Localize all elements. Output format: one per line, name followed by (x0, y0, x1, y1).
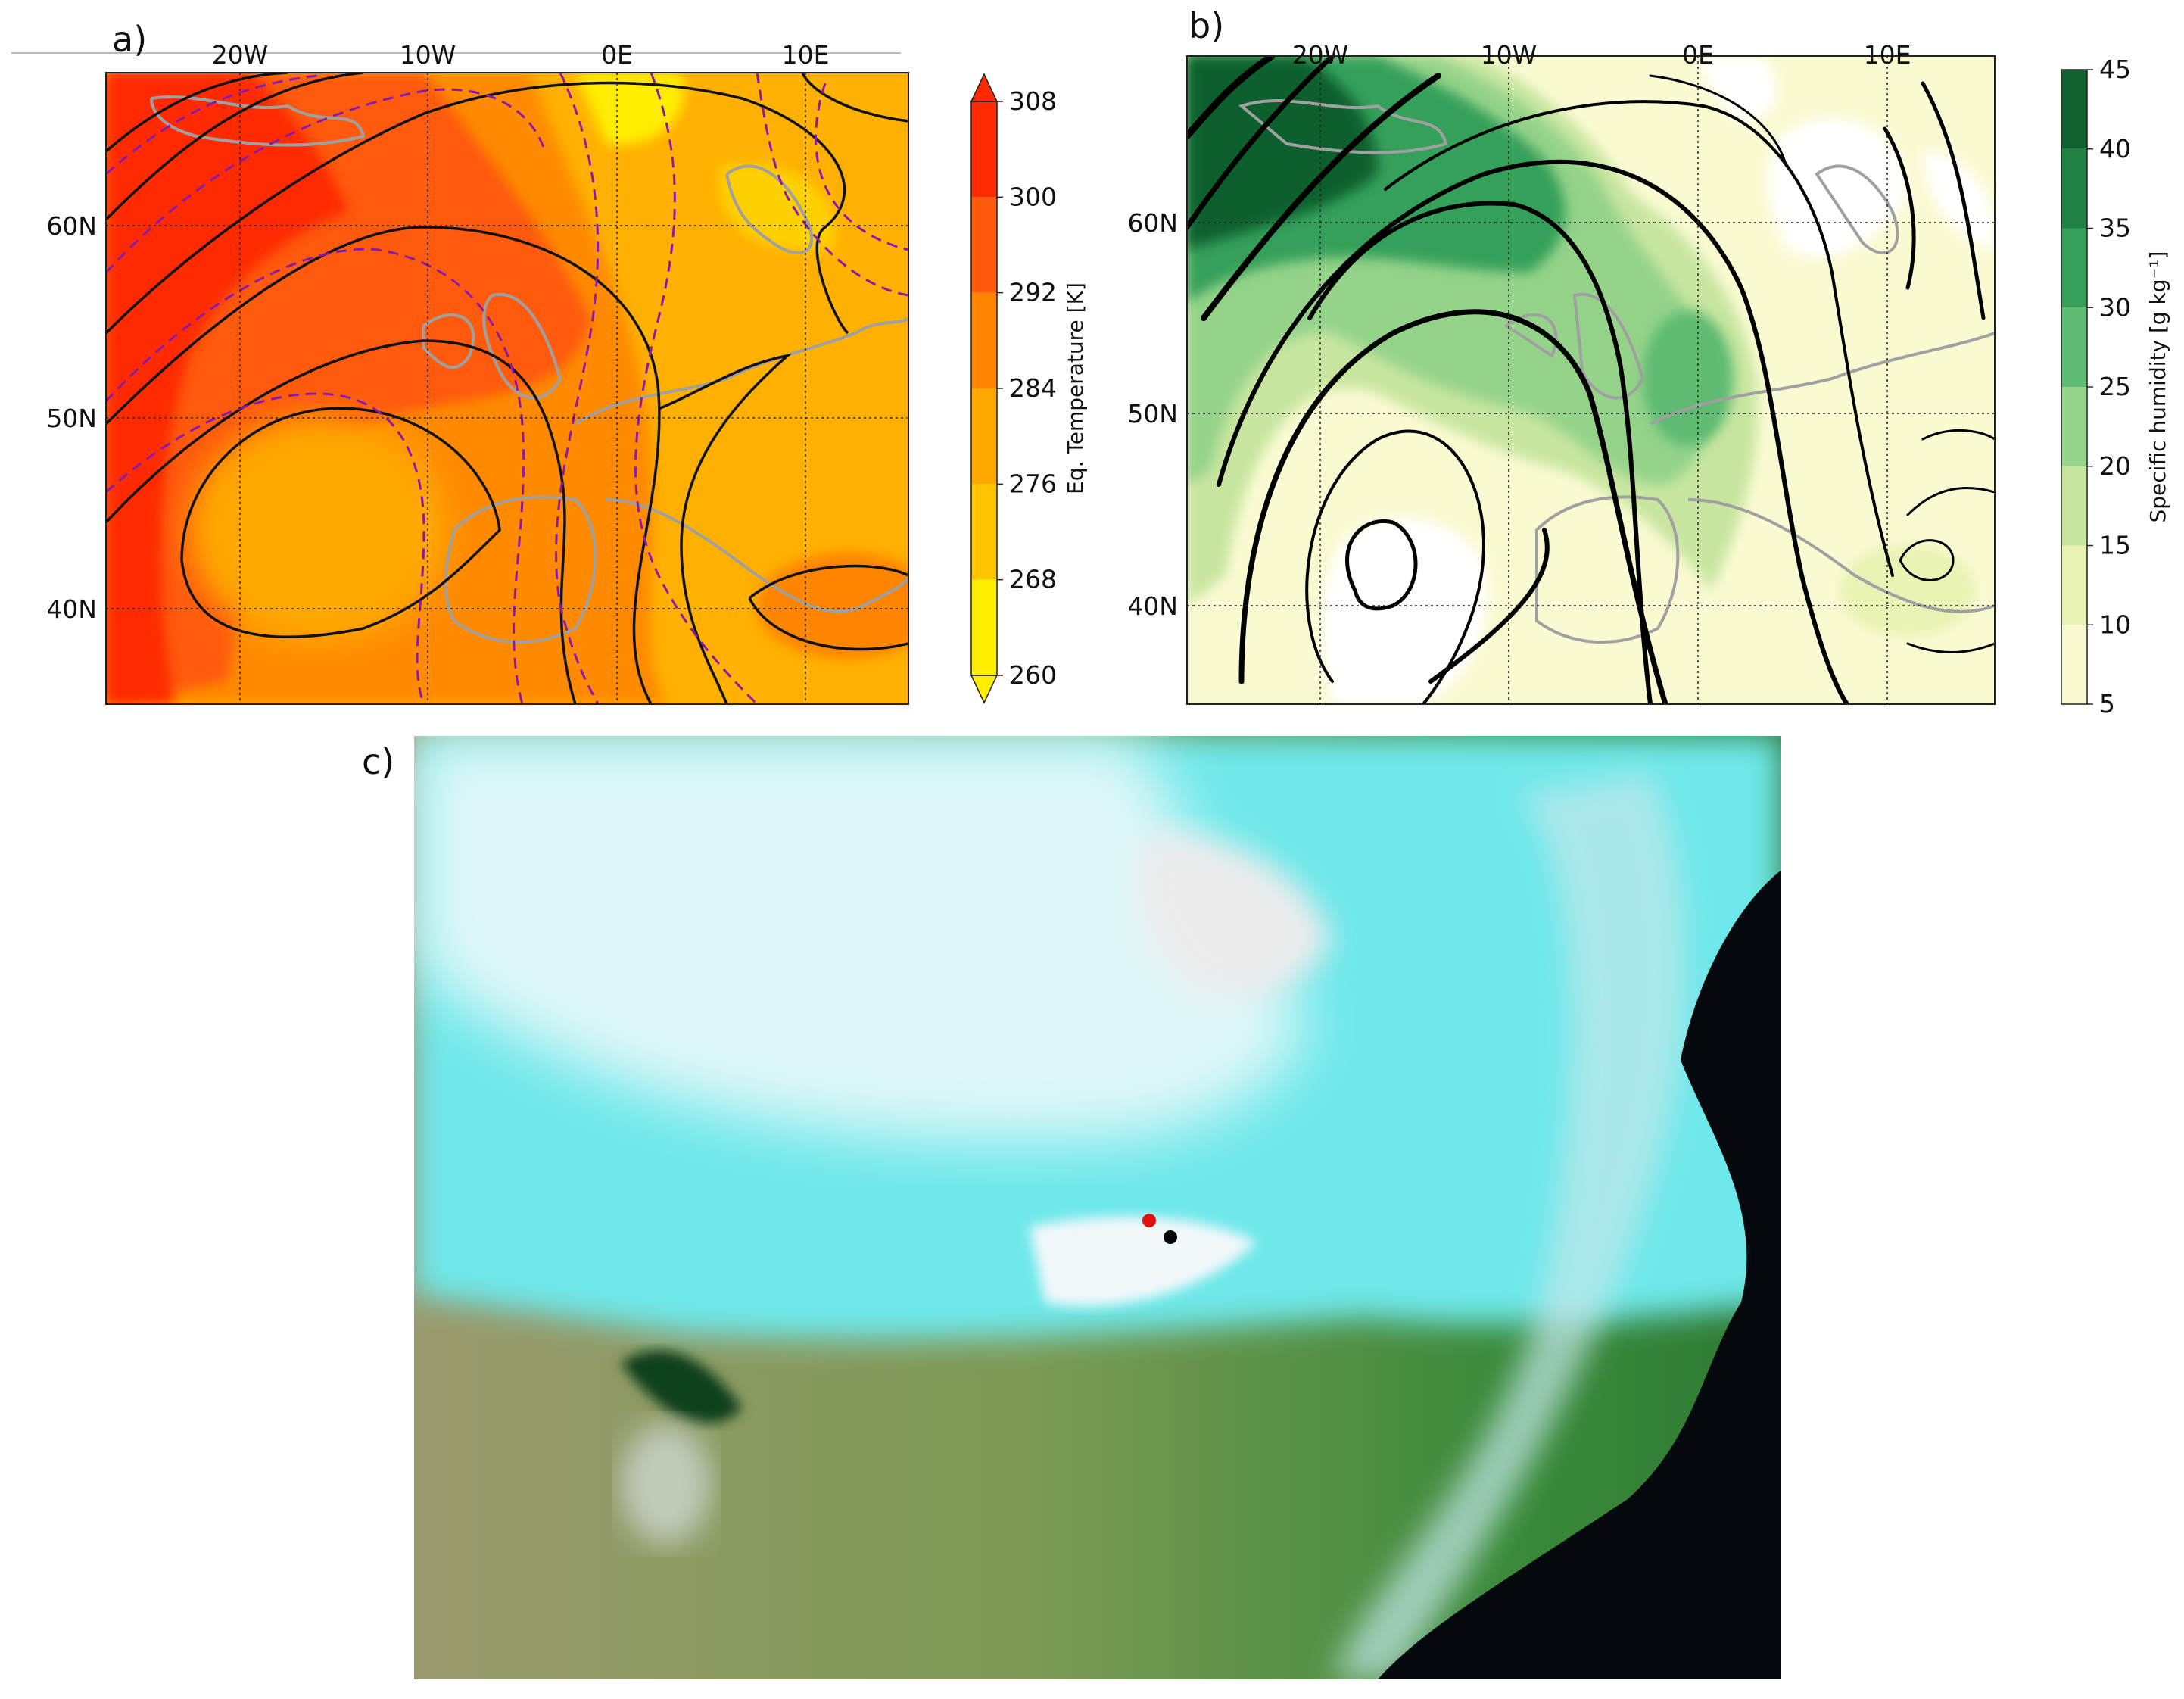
colorbar-tick-label: 268 (1009, 565, 1057, 594)
colorbar-band (2061, 307, 2087, 387)
colorbar-band (971, 388, 997, 485)
lon-label: 20W (212, 40, 269, 70)
panel-label: c) (362, 741, 394, 782)
lon-label: 10E (782, 40, 830, 70)
colorbar-extend (970, 73, 999, 102)
lon-label: 10W (1481, 40, 1538, 70)
colorbar-band (971, 292, 997, 388)
colorbar-band (2061, 70, 2087, 149)
lat-label: 60N (1127, 208, 1178, 238)
colorbar-band (971, 197, 997, 293)
colorbar-a: 260 268 276 284 292 300 308 Eq. Temperature [K] (970, 73, 1088, 704)
map-b (1187, 56, 1995, 704)
colorbar-tick-label: 40 (2099, 134, 2131, 164)
colorbar-tick-label: 5 (2099, 689, 2115, 719)
colorbar-tick-label: 30 (2099, 292, 2131, 322)
colorbar-band (2061, 466, 2087, 546)
colorbar-tick-label: 276 (1009, 469, 1057, 498)
panel-label: a) (112, 19, 147, 60)
satellite-image (414, 736, 1781, 1679)
colorbar-extend (970, 675, 999, 704)
map-a-frame (105, 72, 909, 705)
lon-label: 0E (601, 40, 633, 70)
colorbar-band (2061, 625, 2087, 704)
colorbar-tick-label: 25 (2099, 372, 2131, 401)
colorbar-tick-label: 300 (1009, 182, 1057, 211)
colorbar-tick-label: 260 (1009, 660, 1057, 690)
colorbar-tick-label: 308 (1009, 86, 1057, 116)
panel-label: b) (1189, 5, 1224, 46)
lon-label: 0E (1682, 40, 1714, 70)
colorbar-b: 5 10 15 20 25 30 35 40 45 Specific humidity [g kg… (2061, 55, 2170, 719)
colorbar-tick-label: 10 (2099, 609, 2131, 639)
lat-label: 40N (1127, 591, 1178, 621)
red-marker (1142, 1214, 1156, 1227)
lat-label: 60N (46, 211, 97, 241)
colorbar-band (2061, 148, 2087, 229)
colorbar-band (971, 101, 997, 198)
colorbar-band (971, 579, 997, 675)
colorbar-tick-label: 292 (1009, 278, 1057, 307)
colorbar-title: Specific humidity [g kg⁻¹] (2145, 251, 2170, 523)
colorbar-band (2061, 545, 2087, 625)
colorbar-tick-label: 20 (2099, 451, 2131, 481)
colorbar-tick-label: 35 (2099, 214, 2131, 243)
colorbar-band (2061, 228, 2087, 308)
colorbar-title: Eq. Temperature [K] (1063, 282, 1088, 494)
lat-label: 50N (46, 404, 97, 433)
colorbar-band (2061, 387, 2087, 466)
lat-label: 50N (1127, 399, 1178, 429)
lon-label: 10E (1864, 40, 1911, 70)
lon-label: 10W (400, 40, 456, 70)
lat-label: 40N (46, 594, 97, 624)
colorbar-band (971, 484, 997, 580)
lon-label: 20W (1292, 40, 1349, 70)
colorbar-tick-label: 284 (1009, 373, 1057, 403)
map-a (106, 73, 908, 704)
colorbar-tick-label: 15 (2099, 531, 2131, 560)
colorbar-tick-label: 45 (2099, 55, 2131, 84)
map-b-frame (1186, 55, 1996, 705)
black-marker (1164, 1230, 1177, 1244)
